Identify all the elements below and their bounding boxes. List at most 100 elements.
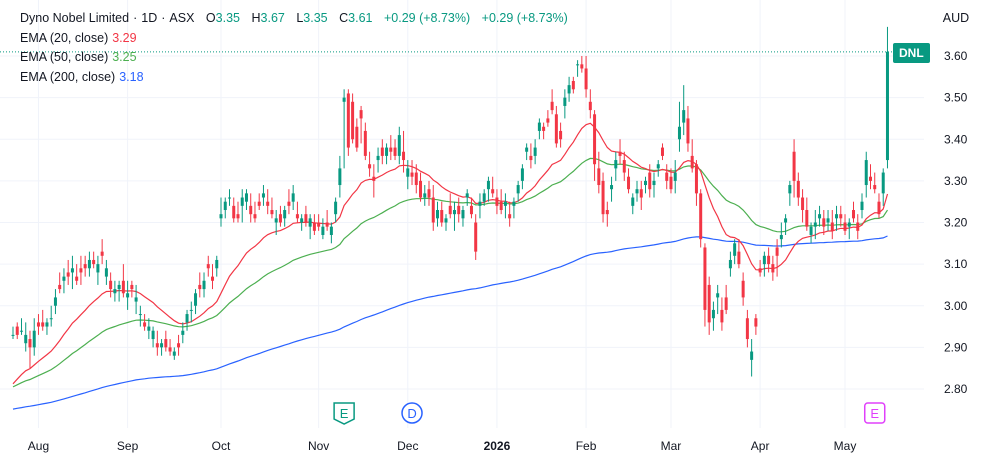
- candle[interactable]: [41, 309, 45, 331]
- candle[interactable]: [185, 309, 189, 331]
- candle[interactable]: [452, 201, 456, 231]
- candle[interactable]: [779, 222, 783, 248]
- candle[interactable]: [741, 272, 745, 306]
- candle[interactable]: [826, 210, 830, 231]
- candle[interactable]: [113, 280, 117, 302]
- candle[interactable]: [219, 197, 223, 227]
- candle[interactable]: [614, 151, 618, 181]
- candle[interactable]: [737, 239, 741, 269]
- candle[interactable]: [423, 185, 427, 206]
- candle[interactable]: [796, 172, 800, 206]
- candle[interactable]: [771, 255, 775, 281]
- event-marker[interactable]: E: [863, 402, 886, 424]
- candle[interactable]: [397, 126, 401, 165]
- candle[interactable]: [232, 197, 236, 223]
- candle[interactable]: [287, 189, 291, 215]
- candle[interactable]: [414, 164, 418, 194]
- candle[interactable]: [346, 89, 350, 156]
- candle[interactable]: [554, 105, 558, 148]
- candle[interactable]: [716, 284, 720, 315]
- candle[interactable]: [227, 189, 231, 206]
- candle[interactable]: [62, 268, 66, 294]
- candle[interactable]: [329, 222, 333, 244]
- candle[interactable]: [868, 164, 872, 190]
- candle[interactable]: [100, 239, 104, 265]
- candle[interactable]: [805, 197, 809, 231]
- candle[interactable]: [627, 168, 631, 194]
- candle[interactable]: [24, 322, 28, 352]
- candle[interactable]: [762, 251, 766, 277]
- candle[interactable]: [881, 168, 885, 206]
- candle[interactable]: [491, 176, 495, 198]
- candle[interactable]: [694, 160, 698, 206]
- candle[interactable]: [767, 247, 771, 273]
- candle[interactable]: [87, 251, 91, 277]
- candle[interactable]: [342, 89, 346, 169]
- candle[interactable]: [92, 251, 96, 269]
- candle[interactable]: [550, 89, 554, 115]
- candle[interactable]: [482, 189, 486, 206]
- ema200-row[interactable]: EMA (200, close) 3.18: [20, 68, 568, 88]
- candle[interactable]: [58, 272, 62, 294]
- candle[interactable]: [79, 255, 83, 285]
- ema50-row[interactable]: EMA (50, close) 3.25: [20, 48, 568, 68]
- candle[interactable]: [835, 205, 839, 231]
- candle[interactable]: [520, 164, 524, 190]
- candle[interactable]: [699, 189, 703, 248]
- candle[interactable]: [576, 60, 580, 77]
- candle[interactable]: [206, 255, 210, 277]
- candle[interactable]: [363, 122, 367, 161]
- candle[interactable]: [686, 105, 690, 152]
- candle[interactable]: [660, 143, 664, 161]
- candle[interactable]: [631, 193, 635, 215]
- candle[interactable]: [11, 326, 15, 340]
- candle[interactable]: [160, 339, 164, 356]
- candle[interactable]: [754, 314, 758, 335]
- candle[interactable]: [444, 214, 448, 231]
- candle[interactable]: [580, 56, 584, 73]
- candle[interactable]: [529, 143, 533, 169]
- candle[interactable]: [151, 326, 155, 348]
- candle[interactable]: [389, 135, 393, 161]
- candle[interactable]: [427, 180, 431, 206]
- candle[interactable]: [788, 180, 792, 206]
- candle[interactable]: [516, 180, 520, 202]
- candle[interactable]: [104, 259, 108, 285]
- currency-button[interactable]: AUD: [928, 5, 984, 31]
- candle[interactable]: [253, 201, 257, 223]
- candle[interactable]: [852, 201, 856, 223]
- candle[interactable]: [813, 210, 817, 240]
- candle[interactable]: [728, 251, 732, 277]
- candle[interactable]: [181, 322, 185, 344]
- candle[interactable]: [372, 164, 376, 198]
- candle[interactable]: [117, 280, 121, 302]
- candle[interactable]: [818, 205, 822, 227]
- event-marker[interactable]: D: [401, 402, 423, 424]
- candle[interactable]: [368, 151, 372, 177]
- candle[interactable]: [66, 259, 70, 285]
- candle[interactable]: [223, 197, 227, 219]
- candle[interactable]: [669, 168, 673, 194]
- candle[interactable]: [792, 139, 796, 198]
- candle[interactable]: [622, 151, 626, 181]
- candle[interactable]: [385, 143, 389, 165]
- candle[interactable]: [448, 193, 452, 219]
- candle[interactable]: [801, 189, 805, 223]
- candle[interactable]: [478, 193, 482, 219]
- candle[interactable]: [28, 330, 32, 369]
- candle[interactable]: [597, 151, 601, 194]
- candle[interactable]: [593, 110, 597, 181]
- candle[interactable]: [295, 201, 299, 223]
- candle[interactable]: [300, 214, 304, 231]
- candle[interactable]: [877, 193, 881, 219]
- candle[interactable]: [155, 330, 159, 356]
- candle[interactable]: [419, 172, 423, 202]
- candle[interactable]: [537, 118, 541, 140]
- candle[interactable]: [431, 185, 435, 231]
- candle[interactable]: [860, 193, 864, 219]
- candle[interactable]: [266, 189, 270, 215]
- candle[interactable]: [563, 89, 567, 119]
- candle[interactable]: [244, 189, 248, 211]
- candle[interactable]: [571, 76, 575, 94]
